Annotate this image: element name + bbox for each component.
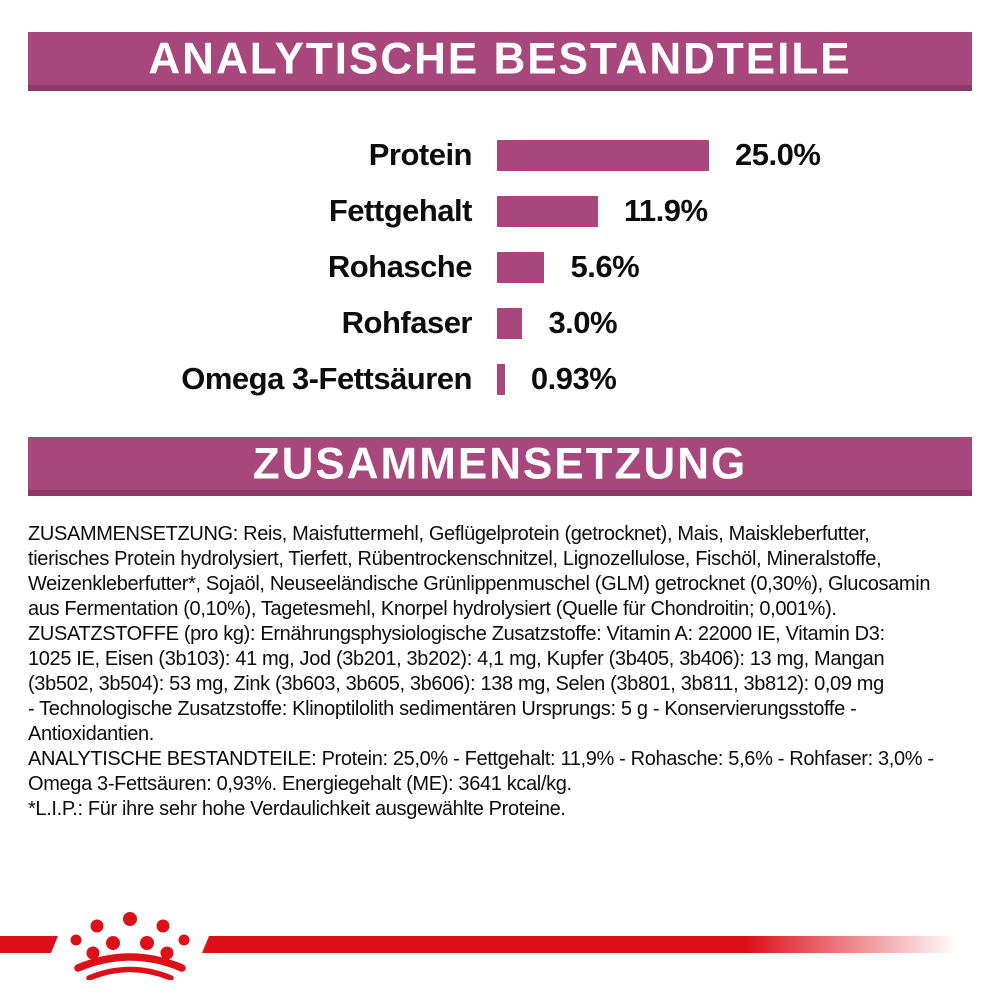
chart-category-label: Omega 3-Fettsäuren [181,361,472,396]
chart-category-label: Fettgehalt [328,193,473,228]
composition-line: *L.I.P.: Für ihre sehr hohe Verdaulichke… [28,798,566,820]
composition-banner: ZUSAMMENSETZUNG [28,437,972,496]
composition-line: ZUSATZSTOFFE (pro kg): Ernährungsphysiol… [28,623,885,645]
chart-category-label: Rohfaser [341,305,473,340]
chart-row: Protein 25.0% [0,127,1000,183]
composition-line: - Technologische Zusatzstoffe: Klinoptil… [28,698,857,720]
chart-value-label: 11.9% [623,193,708,228]
chart-row: Fettgehalt 11.9% [0,183,1000,239]
composition-line: Omega 3-Fettsäuren: 0,93%. Energiegehalt… [28,773,572,795]
analytic-banner-title: ANALYTISCHE BESTANDTEILE [148,33,852,83]
analytic-banner: ANALYTISCHE BESTANDTEILE [28,32,972,91]
chart-value-label: 25.0% [735,137,821,172]
chart-bar [497,139,709,171]
chart-value-label: 3.0% [548,305,618,340]
composition-text: ZUSAMMENSETZUNG: Reis, Maisfuttermehl, G… [28,522,980,822]
composition-line: (3b502, 3b504): 53 mg, Zink (3b603, 3b60… [28,673,884,695]
chart-bar [497,363,505,395]
composition-line: tierisches Protein hydrolysiert, Tierfet… [28,548,882,570]
composition-line: 1025 IE, Eisen (3b103): 41 mg, Jod (3b20… [28,648,885,670]
footer-red-rule-left [0,936,58,953]
composition-line: ZUSAMMENSETZUNG: Reis, Maisfuttermehl, G… [28,523,870,545]
royal-canin-crown-icon [70,912,190,980]
chart-row: Rohfaser 3.0% [0,295,1000,351]
chart-value-label: 5.6% [570,249,640,284]
composition-line: Weizenkleberfutter*, Sojaöl, Neuseeländi… [28,573,931,595]
analytic-chart: Protein 25.0% Fettgehalt 11.9% Rohasche 5.6% R… [0,127,1000,407]
chart-value-label: 0.93% [530,361,617,396]
chart-bar [497,307,523,339]
chart-bar [497,195,598,227]
composition-banner-title: ZUSAMMENSETZUNG [252,438,748,488]
chart-row: Rohasche 5.6% [0,239,1000,295]
composition-line: ANALYTISCHE BESTANDTEILE: Protein: 25,0%… [28,748,934,770]
footer-red-rule-right [202,936,958,953]
chart-bar [497,251,545,283]
composition-line: Antioxidantien. [28,723,154,745]
chart-row: Omega 3-Fettsäuren 0.93% [0,351,1000,407]
chart-category-label: Protein [368,137,473,172]
composition-line: aus Fermentation (0,10%), Tagetesmehl, K… [28,598,837,620]
chart-category-label: Rohasche [327,249,473,284]
